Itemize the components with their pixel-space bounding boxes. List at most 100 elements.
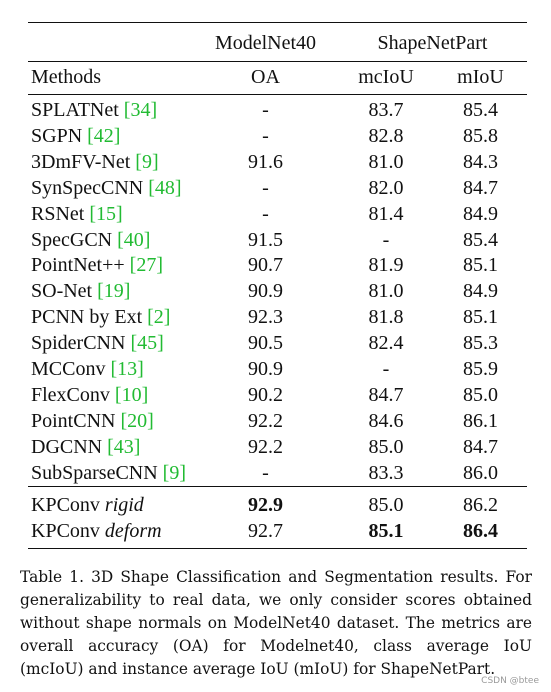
method-name: SubSparseCNN — [31, 461, 158, 484]
table-caption: Table 1. 3D Shape Classification and Seg… — [20, 568, 532, 678]
oa-cell: 92.9 — [248, 494, 283, 516]
method-name: SpecGCN — [31, 228, 113, 251]
miou-cell: 86.2 — [463, 494, 498, 516]
method-name: SpiderCNN — [31, 332, 126, 355]
citation-link[interactable]: [19] — [97, 280, 131, 303]
method-cell: SpiderCNN [45] — [31, 330, 164, 356]
method-name: MCConv — [31, 358, 106, 380]
method-name: PointNet++ — [31, 254, 125, 277]
method-cell: SubSparseCNN [9] — [31, 460, 186, 486]
citation-link[interactable]: [43] — [107, 435, 141, 458]
citation-link[interactable]: [34] — [123, 99, 158, 121]
oa-cell: 90.7 — [248, 254, 283, 277]
table-row: SpecGCN [40] 91.5 - 85.4 — [28, 227, 527, 253]
method-name: SPLATNet — [31, 99, 119, 121]
method-cell: PointCNN [20] — [31, 408, 154, 434]
header-bottom-rule — [28, 94, 527, 95]
bottom-rule — [28, 548, 527, 549]
miou-cell: 84.9 — [463, 280, 498, 303]
citation-link[interactable]: [42] — [87, 124, 121, 147]
mciou-cell: 82.8 — [368, 124, 404, 147]
method-name: FlexConv — [31, 383, 110, 406]
oa-cell: - — [262, 202, 269, 225]
mciou-cell: 84.6 — [368, 409, 404, 432]
miou-cell: 85.8 — [463, 124, 498, 147]
table-row: SPLATNet [34] - 83.7 85.4 — [28, 97, 527, 123]
mciou-cell: 85.0 — [368, 494, 404, 516]
mciou-cell: 81.9 — [368, 254, 404, 277]
table-row: DGCNN [43] 92.2 85.0 84.7 — [28, 434, 527, 460]
method-name: PCNN by Ext — [31, 306, 143, 329]
oa-header: OA — [251, 66, 280, 88]
citation-link[interactable]: [40] — [117, 228, 151, 251]
table-row: PCNN by Ext [2] 92.3 81.8 85.1 — [28, 304, 527, 330]
watermark: CSDN @btee — [481, 676, 539, 686]
mciou-cell: - — [382, 228, 390, 251]
oa-cell: - — [262, 99, 269, 121]
shapenetpart-header: ShapeNetPart — [377, 32, 488, 54]
citation-link[interactable]: [20] — [120, 409, 154, 432]
oa-cell: 92.7 — [248, 520, 283, 542]
miou-cell: 86.4 — [463, 520, 498, 542]
mciou-cell: 85.1 — [368, 520, 404, 542]
mciou-cell: 81.0 — [368, 150, 404, 173]
citation-link[interactable]: [48] — [148, 176, 182, 199]
method-cell: MCConv [13] — [31, 356, 144, 382]
method-cell: SynSpecCNN [48] — [31, 175, 182, 201]
method-cell: SO-Net [19] — [31, 278, 130, 304]
oa-cell: 90.2 — [248, 383, 283, 406]
oa-cell: 92.2 — [248, 435, 283, 458]
method-cell: SPLATNet [34] — [31, 97, 157, 123]
table-row: FlexConv [10] 90.2 84.7 85.0 — [28, 382, 527, 408]
citation-link[interactable]: [9] — [162, 461, 186, 484]
mciou-cell: 82.4 — [368, 332, 404, 355]
citation-link[interactable]: [15] — [89, 202, 123, 225]
methods-header: Methods — [31, 66, 101, 88]
method-cell: RSNet [15] — [31, 201, 123, 227]
miou-cell: 85.4 — [463, 99, 498, 121]
miou-header: mIoU — [457, 66, 504, 88]
citation-link[interactable]: [10] — [114, 383, 149, 406]
mciou-cell: - — [382, 358, 390, 380]
citation-link[interactable]: [9] — [135, 150, 159, 173]
method-cell: 3DmFV-Net [9] — [31, 149, 159, 175]
mciou-cell: 83.7 — [368, 99, 404, 121]
table-row: SubSparseCNN [9] - 83.3 86.0 — [28, 460, 527, 486]
header-mid-rule — [28, 61, 527, 62]
miou-cell: 85.0 — [463, 383, 498, 406]
citation-link[interactable]: [45] — [130, 332, 164, 355]
citation-link[interactable]: [13] — [110, 358, 144, 380]
mciou-cell: 85.0 — [368, 435, 404, 458]
oa-cell: 92.3 — [248, 306, 283, 329]
mciou-cell: 81.8 — [368, 306, 404, 329]
method-name: RSNet — [31, 202, 85, 225]
miou-cell: 84.7 — [463, 176, 498, 199]
modelnet40-header: ModelNet40 — [214, 32, 317, 54]
miou-cell: 86.1 — [463, 409, 498, 432]
method-cell: FlexConv [10] — [31, 382, 148, 408]
method-name: 3DmFV-Net — [31, 150, 131, 173]
mciou-cell: 83.3 — [368, 461, 404, 484]
table-row: PointCNN [20] 92.2 84.6 86.1 — [28, 408, 527, 434]
ours-top-rule — [28, 486, 527, 487]
citation-link[interactable]: [27] — [129, 254, 163, 277]
mciou-cell: 81.4 — [368, 202, 404, 225]
method-cell: PointNet++ [27] — [31, 252, 163, 278]
mciou-cell: 81.0 — [368, 280, 404, 303]
citation-link[interactable]: [2] — [147, 306, 171, 329]
oa-cell: - — [262, 461, 269, 484]
method-name: SynSpecCNN — [31, 176, 144, 199]
method-name: SO-Net — [31, 280, 93, 303]
column-header-row: Methods OA mcIoU mIoU — [28, 64, 527, 90]
oa-cell: 90.9 — [248, 358, 283, 380]
method-name: SGPN — [31, 124, 83, 147]
table-row: RSNet [15] - 81.4 84.9 — [28, 201, 527, 227]
table-row-kpconv-deform: KPConv deform 92.7 85.1 86.4 — [28, 518, 527, 544]
miou-cell: 84.3 — [463, 150, 498, 173]
table-row-kpconv-rigid: KPConv rigid 92.9 85.0 86.2 — [28, 492, 527, 518]
method-cell: KPConv deform — [31, 520, 162, 542]
method-cell: KPConv rigid — [31, 494, 144, 516]
table-row: SpiderCNN [45] 90.5 82.4 85.3 — [28, 330, 527, 356]
table-row: 3DmFV-Net [9] 91.6 81.0 84.3 — [28, 149, 527, 175]
oa-cell: 92.2 — [248, 409, 283, 432]
